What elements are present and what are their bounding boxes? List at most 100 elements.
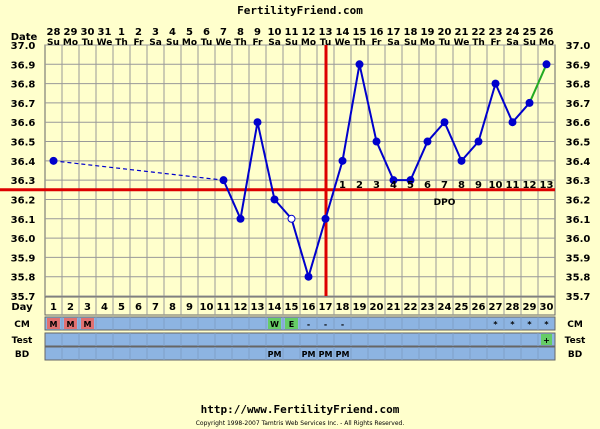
cycle-day-label: 26 <box>472 302 486 313</box>
date-label: 23 <box>489 27 503 38</box>
weekday-label: We <box>97 38 113 48</box>
day-row-label: Day <box>11 302 33 313</box>
cm-entry: M <box>84 320 92 329</box>
temperature-projection-line <box>528 63 548 104</box>
date-label: 10 <box>268 27 282 38</box>
footer-url: http://www.FertilityFriend.com <box>201 403 400 416</box>
weekday-label: We <box>454 38 470 48</box>
y-tick-label-left: 36.1 <box>11 215 36 226</box>
weekday-label: Th <box>115 38 128 48</box>
date-label: 22 <box>472 27 486 38</box>
cm-entry: * <box>493 320 498 329</box>
temperature-point <box>406 176 415 185</box>
bd-row-label-right: BD <box>568 350 582 360</box>
y-tick-label-left: 35.8 <box>11 273 36 284</box>
cycle-day-label: 17 <box>319 302 333 313</box>
dpo-label: 2 <box>356 180 363 191</box>
cycle-day-label: 5 <box>118 302 125 313</box>
weekday-label: Fr <box>490 38 501 48</box>
y-tick-label-left: 36.3 <box>11 176 36 187</box>
weekday-label: Mo <box>420 38 435 48</box>
cycle-day-label: 9 <box>186 302 193 313</box>
dpo-label: 11 <box>506 180 520 191</box>
cycle-day-label: 7 <box>152 302 159 313</box>
y-tick-label-right: 36.8 <box>566 80 591 91</box>
y-tick-label-right: 35.9 <box>566 253 591 264</box>
temperature-point <box>491 79 500 88</box>
weekday-label: Tu <box>82 38 94 48</box>
temperature-point <box>457 156 466 165</box>
weekday-label: Sa <box>387 38 400 48</box>
temperature-point <box>253 118 262 127</box>
weekday-label: We <box>216 38 232 48</box>
y-tick-label-left: 35.9 <box>11 253 36 264</box>
cycle-day-label: 15 <box>285 302 299 313</box>
date-label: 25 <box>523 27 537 38</box>
cm-entry: * <box>544 320 549 329</box>
y-tick-label-right: 36.4 <box>566 157 591 168</box>
temperature-point <box>321 214 330 223</box>
cycle-day-label: 25 <box>455 302 469 313</box>
temperature-point <box>355 60 364 69</box>
temperature-point <box>304 272 313 281</box>
y-tick-label-left: 36.0 <box>11 234 36 245</box>
y-tick-label-left: 36.8 <box>11 80 36 91</box>
weekday-label: Tu <box>439 38 451 48</box>
weekday-label: Su <box>404 38 417 48</box>
cycle-day-label: 19 <box>353 302 367 313</box>
y-tick-label-right: 36.6 <box>566 118 591 129</box>
fertile-cell <box>268 318 281 329</box>
y-tick-label-right: 36.9 <box>566 60 591 71</box>
weekday-label: Fr <box>252 38 263 48</box>
weekday-label: Mo <box>539 38 554 48</box>
temperature-point <box>49 156 58 165</box>
y-tick-label-left: 36.7 <box>11 99 36 110</box>
cycle-day-label: 18 <box>336 302 350 313</box>
y-tick-label-left: 37.0 <box>11 41 36 52</box>
weekday-label: Th <box>353 38 366 48</box>
cycle-day-label: 16 <box>302 302 316 313</box>
test-row-label-right: Test <box>565 336 586 346</box>
date-label: 17 <box>387 27 401 38</box>
cycle-day-label: 11 <box>217 302 231 313</box>
date-label: 14 <box>336 27 350 38</box>
temperature-point <box>525 98 534 107</box>
weekday-label: Su <box>47 38 60 48</box>
y-tick-label-right: 37.0 <box>566 41 591 52</box>
temperature-point <box>542 60 551 69</box>
menses-cell <box>47 318 60 329</box>
positive-test-cell <box>541 334 552 345</box>
date-label: 6 <box>203 27 210 38</box>
y-tick-label-right: 36.2 <box>566 195 591 206</box>
weekday-label: Th <box>472 38 485 48</box>
date-label: 12 <box>302 27 316 38</box>
y-tick-label-left: 36.4 <box>11 157 36 168</box>
cm-entry: - <box>341 320 344 329</box>
cycle-day-label: 6 <box>135 302 142 313</box>
temperature-point-open <box>287 214 296 223</box>
dpo-label: 5 <box>407 180 414 191</box>
cycle-day-label: 3 <box>84 302 91 313</box>
y-tick-label-right: 36.3 <box>566 176 591 187</box>
menses-cell <box>81 318 94 329</box>
date-label: 31 <box>98 27 112 38</box>
cm-entry: M <box>50 320 58 329</box>
weekday-label: Su <box>166 38 179 48</box>
weekday-label: We <box>335 38 351 48</box>
weekday-label: Mo <box>182 38 197 48</box>
y-tick-label-right: 36.1 <box>566 215 591 226</box>
date-label: 2 <box>135 27 142 38</box>
dpo-label: 9 <box>475 180 482 191</box>
date-label: 26 <box>540 27 554 38</box>
dpo-label: 7 <box>441 180 448 191</box>
cycle-day-label: 13 <box>251 302 265 313</box>
cycle-day-label: 28 <box>506 302 520 313</box>
weekday-label: Tu <box>201 38 213 48</box>
y-tick-label-right: 36.0 <box>566 234 591 245</box>
weekday-label: Sa <box>506 38 519 48</box>
cm-entry: W <box>270 320 279 329</box>
y-tick-label-left: 36.5 <box>11 138 36 149</box>
cycle-day-label: 21 <box>387 302 401 313</box>
dpo-label: 1 <box>339 180 346 191</box>
